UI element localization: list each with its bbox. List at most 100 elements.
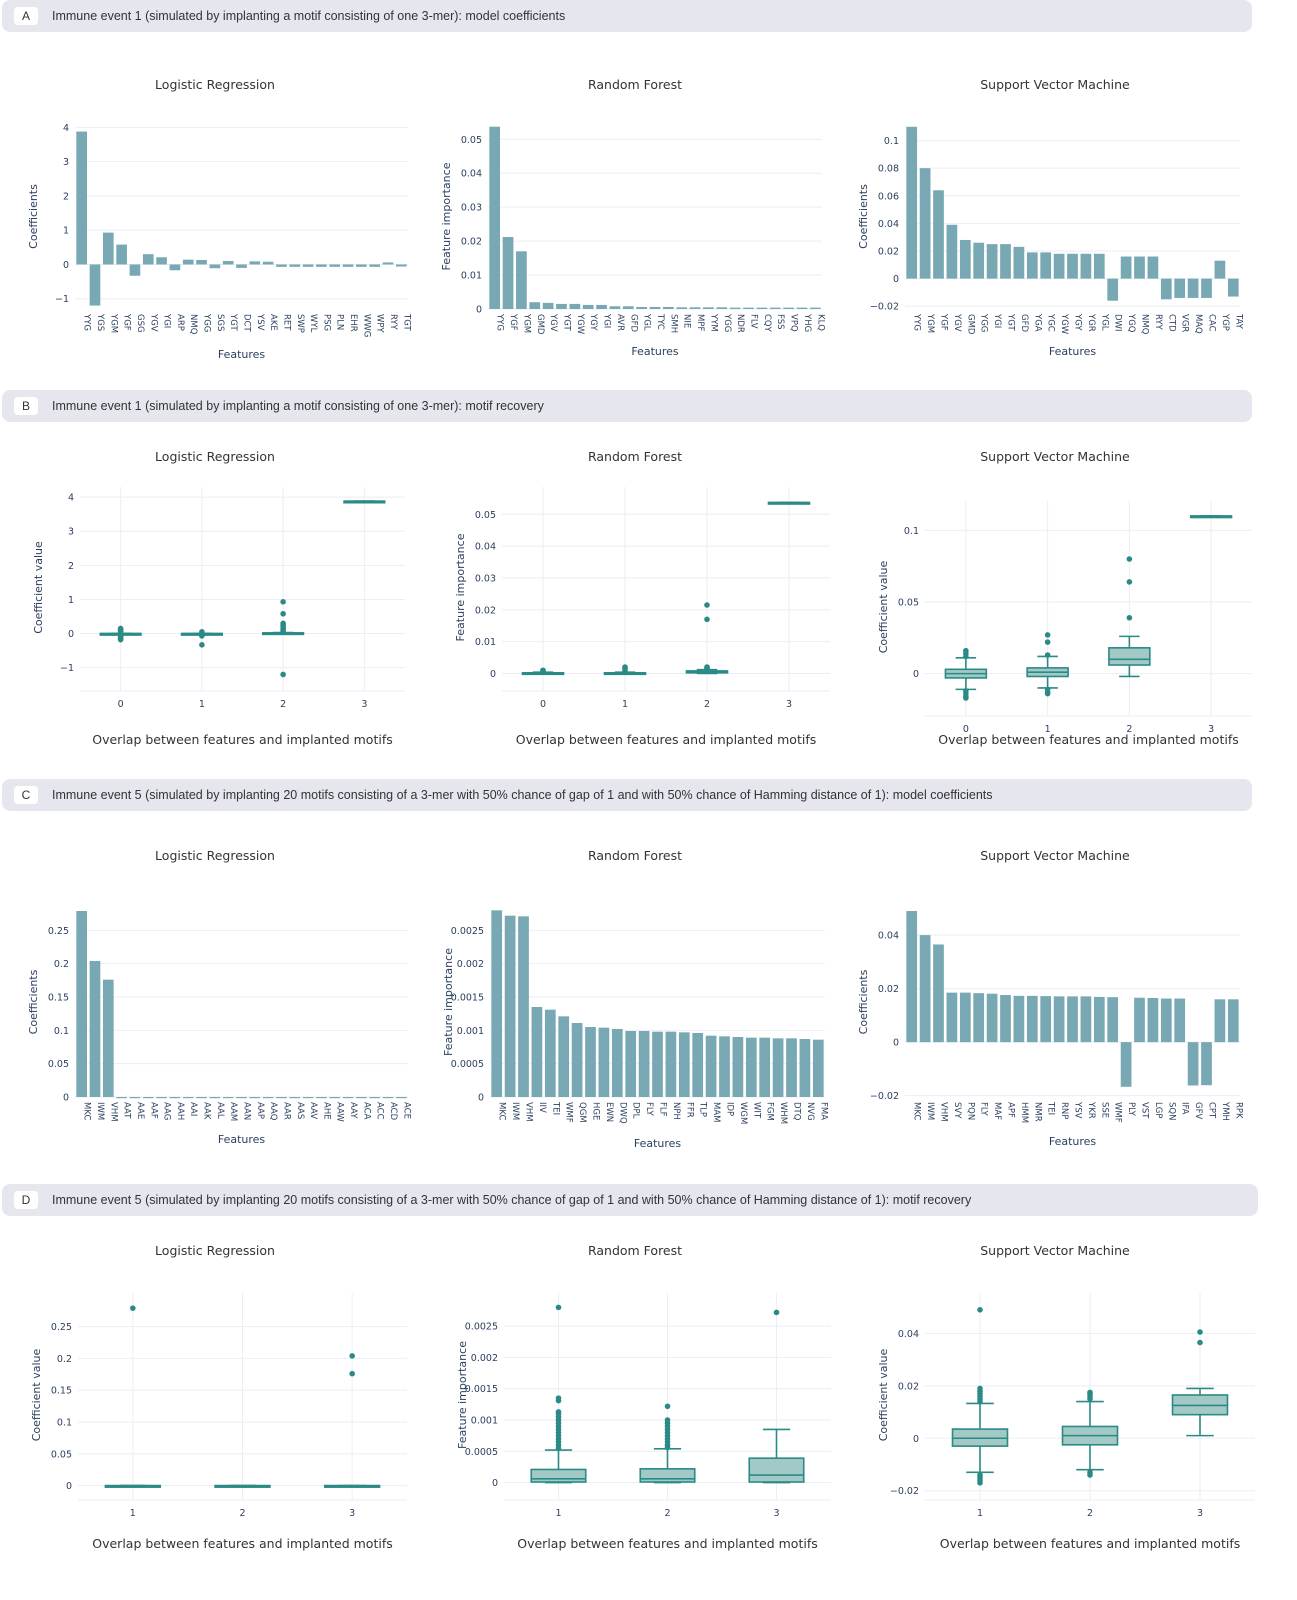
bar [89, 961, 101, 1097]
outlier-point [1044, 690, 1051, 697]
x-axis-label: Features [631, 345, 679, 358]
outlier-point [1126, 556, 1133, 562]
x-axis-label: Overlap between features and implanted m… [517, 1536, 818, 1551]
section-title: Immune event 1 (simulated by implanting … [52, 9, 566, 23]
y-axis-label: Feature importance [442, 948, 455, 1056]
bar [196, 260, 207, 265]
x-tick-label: 2 [1126, 724, 1132, 735]
x-tick-label: PQN [965, 1102, 975, 1120]
outlier-point [977, 1385, 983, 1392]
y-tick-label: 0.0015 [451, 993, 484, 1004]
chart-d-random-forest: Random Forest 0 0.0005 0.001 0.0015 0.002 0.00… [456, 1243, 831, 1551]
y-axis-label: Coefficients [27, 969, 40, 1034]
bar [356, 264, 367, 267]
outlier-point [199, 642, 205, 648]
bar [799, 1039, 811, 1097]
section-header-c: C Immune event 5 (simulated by implantin… [2, 779, 1252, 811]
x-tick-label: MKC [497, 1102, 507, 1120]
x-tick-label: CPT [1207, 1102, 1217, 1119]
bar [622, 306, 634, 309]
bar [289, 1097, 301, 1099]
bar [382, 1097, 394, 1099]
chart-d-support-vector-machine: Support Vector Machine −0.02 0 0.02 0.04 Coef… [877, 1243, 1255, 1551]
y-tick-label: 0.05 [48, 1059, 69, 1070]
x-tick-label: TAY [1233, 313, 1243, 330]
x-tick-label: NPH [671, 1102, 681, 1120]
bar [1013, 995, 1025, 1043]
x-tick-label: AAS [295, 1102, 305, 1119]
x-tick-label: 3 [349, 1508, 355, 1519]
x-tick-label: YGL [1099, 313, 1109, 331]
x-tick-label: 2 [704, 699, 710, 710]
x-tick-label: YGM [521, 313, 531, 333]
bar [906, 911, 918, 1043]
y-tick-label: −1 [55, 294, 69, 305]
x-axis-label: Overlap between features and implanted m… [516, 732, 817, 747]
x-tick-label: YGF [122, 313, 132, 331]
x-tick-label: WYL [308, 314, 318, 333]
y-tick-label: 0.02 [475, 605, 496, 616]
x-tick-label: IIV [537, 1102, 547, 1113]
bar [1187, 1042, 1199, 1086]
x-tick-label: SSE [1099, 1102, 1109, 1118]
outlier-point [1087, 1389, 1093, 1396]
x-tick-label: RYY [388, 314, 398, 331]
bar [689, 307, 701, 309]
x-tick-label: 3 [786, 699, 792, 710]
bar [1147, 997, 1159, 1043]
bar [959, 992, 971, 1043]
x-tick-label: AAM [228, 1102, 238, 1121]
outlier-point [977, 1306, 983, 1313]
bar [544, 1009, 556, 1097]
bar [169, 1097, 181, 1099]
bar [705, 1035, 717, 1097]
x-tick-label: YGY [1073, 313, 1083, 331]
bar [369, 264, 381, 267]
x-tick-label: DWQ [617, 1102, 627, 1124]
bar [638, 1031, 650, 1097]
chart-b-random-forest: Random Forest 0 0.01 0.02 0.03 0.04 0.05 Featur… [454, 449, 830, 747]
x-tick-label: YGR [1086, 313, 1096, 332]
y-tick-label: 0 [478, 1093, 484, 1104]
y-tick-label: 0.05 [475, 510, 496, 521]
bar [729, 307, 741, 309]
bar [236, 1097, 247, 1099]
bar [582, 304, 594, 309]
bar [329, 264, 341, 267]
x-tick-label: PLN [335, 314, 345, 330]
bar [1080, 253, 1092, 279]
y-tick-label: −0.02 [870, 302, 899, 313]
x-tick-label: LGP [1153, 1102, 1163, 1118]
x-tick-label: APF [1006, 1102, 1016, 1118]
bar [542, 302, 554, 309]
x-tick-label: CQY [762, 314, 772, 333]
x-tick-label: AKE [268, 314, 278, 331]
section-header-d: D Immune event 5 (simulated by implantin… [2, 1184, 1258, 1216]
bar [262, 1097, 274, 1099]
y-tick-label: 0.15 [51, 1386, 72, 1397]
x-axis-label: Overlap between features and implanted m… [940, 1536, 1241, 1551]
x-tick-label: YGI [992, 313, 1002, 328]
x-tick-label: VHM [939, 1102, 949, 1122]
section-letter: B [14, 397, 38, 415]
bar [209, 1097, 221, 1099]
x-tick-label: HGE [591, 1102, 601, 1120]
x-tick-label: MKC [82, 1102, 92, 1120]
chart-title: Random Forest [588, 77, 682, 92]
chart-title: Random Forest [588, 449, 682, 464]
y-tick-label: 0 [893, 1038, 899, 1049]
bar [649, 306, 661, 309]
bar [516, 251, 527, 309]
x-tick-label: WPY [375, 314, 385, 333]
chart-a-random-forest: Random Forest 0 0.01 0.02 0.03 0.04 0.05 Featur… [440, 77, 825, 358]
x-tick-label: YGM [925, 313, 935, 333]
x-tick-label: AAK [202, 1102, 212, 1120]
x-tick-label: EWN [604, 1102, 614, 1122]
x-tick-label: NDR [735, 314, 745, 333]
bar [759, 1037, 771, 1097]
bar [236, 264, 247, 268]
bar [556, 303, 567, 309]
y-tick-label: 0.2 [54, 959, 69, 970]
x-tick-label: YGY [588, 313, 598, 331]
bar [76, 911, 87, 1097]
